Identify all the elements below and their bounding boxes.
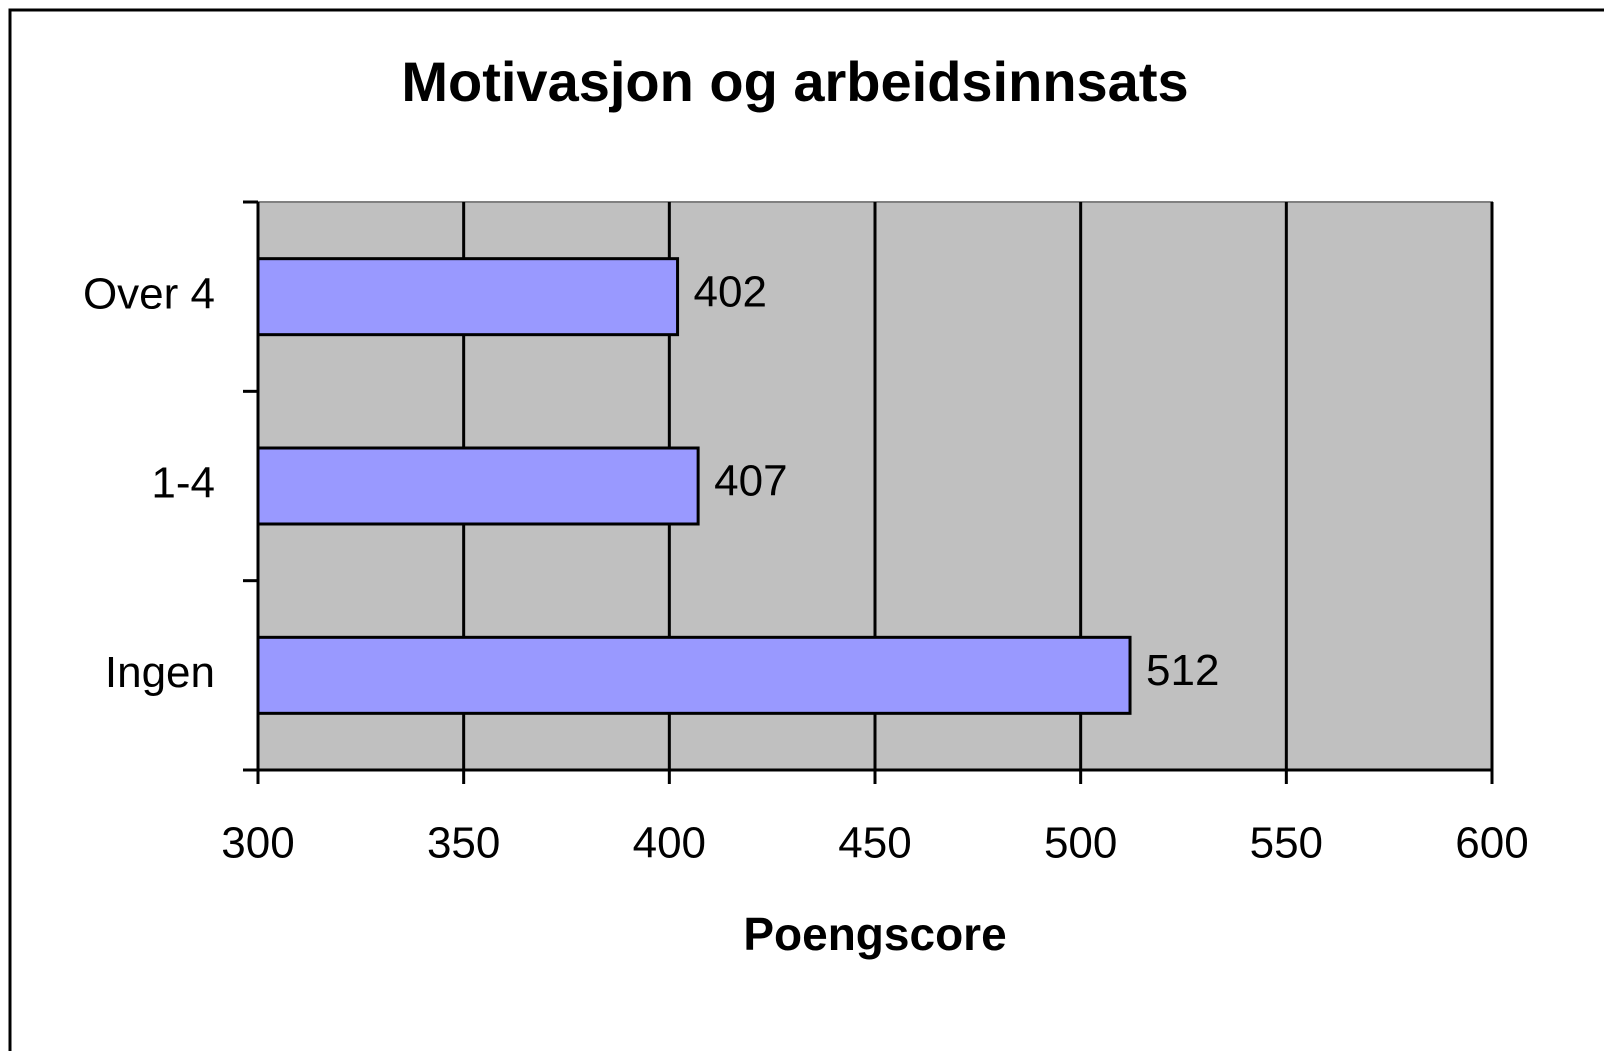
x-tick-label: 300 — [221, 819, 294, 868]
data-label: 402 — [694, 267, 767, 316]
bar — [256, 257, 680, 337]
data-label: 512 — [1146, 646, 1219, 695]
data-label: 407 — [714, 457, 787, 506]
x-tick-label: 450 — [838, 819, 911, 868]
chart-title: Motivasjon og arbeidsinnsats — [401, 50, 1188, 113]
y-tick-label: 1-4 — [151, 459, 215, 508]
bar — [256, 635, 1132, 715]
y-tick-label: Over 4 — [83, 269, 215, 318]
x-axis-label: Poengscore — [743, 908, 1006, 960]
x-tick-label: 600 — [1455, 819, 1528, 868]
y-tick-label: Ingen — [105, 648, 215, 697]
x-tick-label: 500 — [1044, 819, 1117, 868]
bar — [256, 446, 700, 526]
x-tick-label: 550 — [1250, 819, 1323, 868]
x-tick-label: 400 — [633, 819, 706, 868]
x-tick-label: 350 — [427, 819, 500, 868]
